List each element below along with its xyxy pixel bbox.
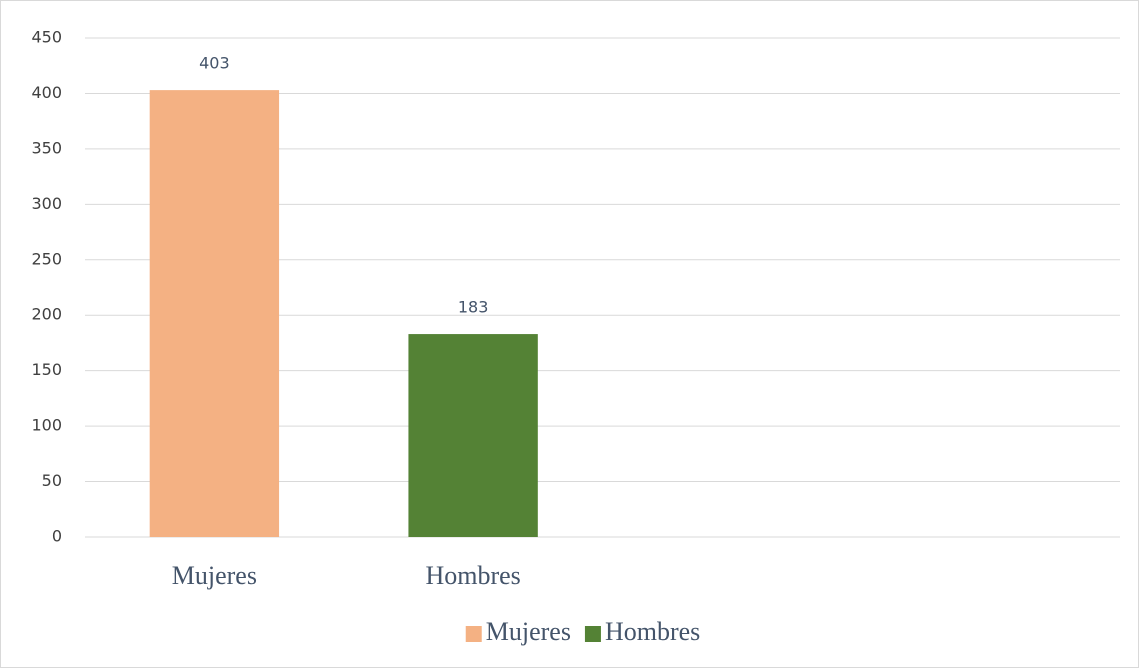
y-tick-label: 350 [31, 138, 62, 157]
y-tick-label: 450 [31, 28, 62, 47]
x-tick-label: Hombres [425, 561, 520, 590]
legend-label: Hombres [605, 617, 700, 646]
legend-swatch [465, 626, 482, 642]
x-tick-label: Mujeres [172, 561, 257, 590]
y-tick-label: 0 [52, 527, 62, 546]
y-tick-label: 300 [31, 194, 62, 213]
legend-label: Mujeres [486, 617, 571, 646]
y-tick-label: 400 [31, 83, 62, 102]
value-label: 183 [458, 298, 489, 317]
y-tick-label: 200 [31, 305, 62, 324]
value-label: 403 [199, 54, 230, 73]
y-tick-label: 150 [31, 360, 62, 379]
y-tick-label: 50 [42, 471, 62, 490]
bar [408, 334, 538, 537]
bar [149, 90, 280, 538]
legend-swatch [584, 626, 601, 642]
y-tick-label: 100 [31, 416, 62, 435]
legend-item: Mujeres [465, 617, 571, 646]
legend-item: Hombres [584, 617, 700, 646]
y-tick-label: 250 [31, 249, 62, 268]
